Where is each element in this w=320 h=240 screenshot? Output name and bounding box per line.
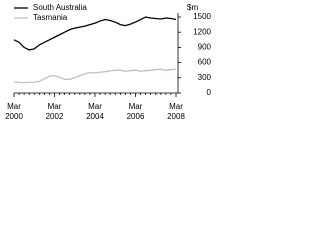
x-tick-label-part: Mar (48, 102, 62, 111)
x-tick-label-part: 2004 (86, 112, 104, 121)
x-tick-label-part: 2008 (167, 112, 185, 121)
x-tick-label: Mar 2000 (5, 102, 23, 121)
series-line (13, 16, 177, 51)
series-line (13, 68, 177, 84)
x-tick-label: Mar 2004 (86, 102, 104, 121)
x-tick-label-part: 2000 (5, 112, 23, 121)
x-tick-label-part: 2006 (127, 112, 145, 121)
x-tick-label: Mar 2008 (167, 102, 185, 121)
x-tick-label-part: 2002 (46, 112, 64, 121)
y-tick-label: 1200 (193, 27, 211, 36)
legend-label: South Australia (33, 3, 87, 12)
y-tick-label: 1500 (193, 12, 211, 21)
x-tick-label: Mar 2006 (127, 102, 145, 121)
y-axis-label: $m (187, 3, 198, 12)
x-tick-label: Mar 2002 (46, 102, 64, 121)
x-tick-label-part: Mar (7, 102, 21, 111)
y-tick-label: 900 (198, 43, 212, 52)
legend-label: Tasmania (33, 13, 68, 22)
x-tick-label-part: Mar (129, 102, 143, 111)
y-tick-label: 300 (198, 73, 212, 82)
y-tick-label: 0 (207, 88, 212, 97)
x-tick-label-part: Mar (88, 102, 102, 111)
x-tick-label-part: Mar (169, 102, 183, 111)
y-tick-label: 600 (198, 58, 212, 67)
